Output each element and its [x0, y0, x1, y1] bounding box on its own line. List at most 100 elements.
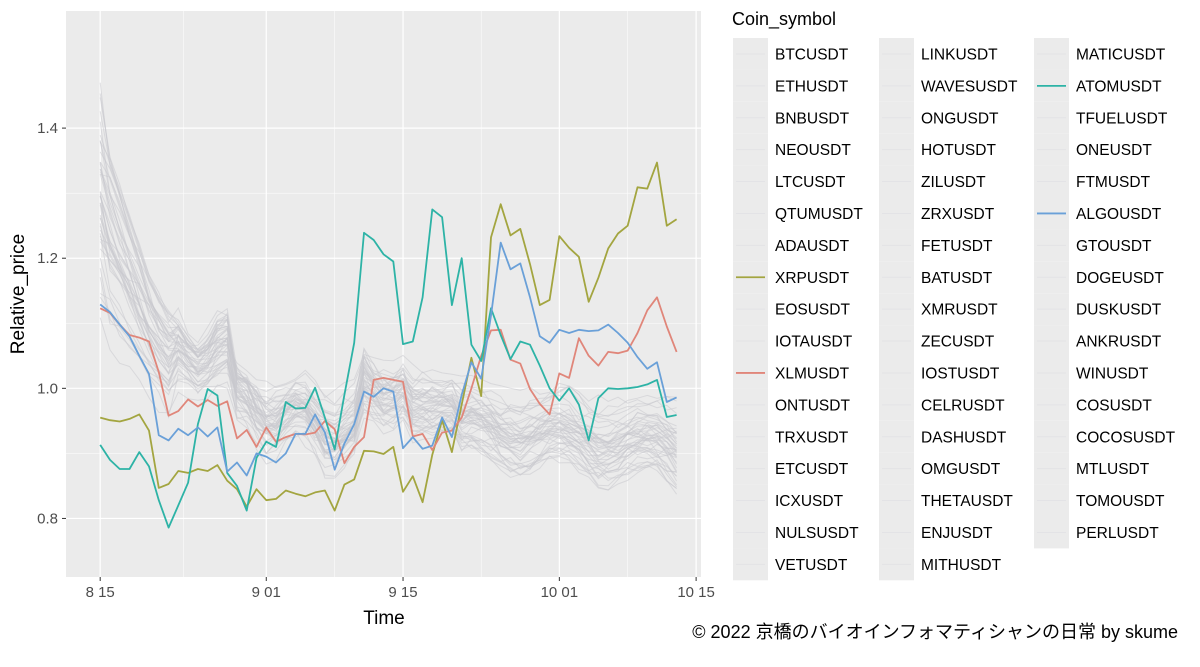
background-series-line: [99, 241, 677, 449]
legend-title: Coin_symbol: [732, 9, 836, 30]
legend-label: XRPUSDT: [775, 270, 850, 287]
legend-item-zilusdt: ZILUSDT: [879, 165, 986, 198]
background-series-line: [99, 233, 677, 461]
legend-item-icxusdt: ICXUSDT: [733, 484, 844, 517]
legend-label: MITHUSDT: [921, 557, 1002, 574]
background-series-line: [99, 171, 677, 491]
legend-item-gtousdt: GTOUSDT: [1034, 229, 1152, 262]
legend-label: DOGEUSDT: [1076, 270, 1164, 287]
legend-label: IOTAUSDT: [775, 334, 853, 351]
background-series-line: [99, 163, 677, 479]
legend-label: COCOSUSDT: [1076, 429, 1176, 446]
legend-label: BNBUSDT: [775, 110, 850, 127]
legend-item-celrusdt: CELRUSDT: [879, 388, 1005, 421]
legend-item-hotusdt: HOTUSDT: [879, 133, 996, 166]
legend-item-enjusdt: ENJUSDT: [879, 516, 993, 549]
x-tick-label: 9 15: [388, 584, 417, 601]
y-axis-title: Relative_price: [8, 234, 29, 354]
y-tick-label: 1.2: [37, 250, 58, 267]
legend-label: COSUSDT: [1076, 397, 1152, 414]
background-series-line: [99, 140, 677, 446]
background-series-line: [99, 196, 678, 486]
legend-label: HOTUSDT: [921, 142, 996, 159]
legend-label: IOSTUSDT: [921, 365, 1000, 382]
legend-item-atomusdt: ATOMUSDT: [1034, 69, 1162, 102]
legend-label: MATICUSDT: [1076, 46, 1166, 63]
legend-item-xlmusdt: XLMUSDT: [733, 357, 850, 389]
legend-item-xmrusdt: XMRUSDT: [879, 293, 998, 326]
legend-item-zrxusdt: ZRXUSDT: [879, 197, 995, 230]
legend-item-ongusdt: ONGUSDT: [879, 101, 999, 134]
background-series-line: [99, 293, 678, 473]
legend-item-dashusdt: DASHUSDT: [879, 420, 1007, 453]
legend-label: LINKUSDT: [921, 46, 998, 63]
legend-label: MTLUSDT: [1076, 461, 1150, 478]
series-line-algousdt: [99, 241, 677, 477]
legend-item-btcusdt: BTCUSDT: [733, 38, 849, 70]
legend-label: TOMOUSDT: [1076, 493, 1165, 510]
legend-item-qtumusdt: QTUMUSDT: [733, 197, 863, 230]
legend-label: ZILUSDT: [921, 174, 986, 191]
legend-item-mithusdt: MITHUSDT: [879, 548, 1002, 581]
y-axis: 0.8 1.0 1.2 1.4: [37, 120, 66, 527]
legend-item-nulsusdt: NULSUSDT: [733, 516, 859, 549]
y-tick-label: 1.4: [37, 120, 58, 137]
legend-item-iotausdt: IOTAUSDT: [733, 325, 853, 357]
legend-label: XLMUSDT: [775, 365, 850, 382]
legend-label: ZRXUSDT: [921, 206, 995, 223]
legend-item-trxusdt: TRXUSDT: [733, 420, 849, 453]
legend-item-oneusdt: ONEUSDT: [1034, 133, 1152, 166]
legend-item-adausdt: ADAUSDT: [733, 229, 850, 262]
legend-item-wavesusdt: WAVESUSDT: [879, 69, 1018, 102]
legend-item-bnbusdt: BNBUSDT: [733, 101, 850, 134]
x-axis: 8 15 9 01 9 15 10 01 10 15: [86, 577, 715, 601]
legend-label: ENJUSDT: [921, 525, 993, 542]
background-series-line: [99, 162, 678, 495]
legend-item-perlusdt: PERLUSDT: [1034, 516, 1159, 549]
legend-label: DUSKUSDT: [1076, 302, 1162, 319]
caption: © 2022 京橋のバイオインフォマティシャンの日常 by skume: [692, 622, 1178, 642]
legend-item-cocosusdt: COCOSUSDT: [1034, 420, 1176, 453]
legend-label: ONTUSDT: [775, 397, 850, 414]
y-tick-label: 0.8: [37, 510, 58, 527]
legend-label: ETCUSDT: [775, 461, 849, 478]
legend-label: ADAUSDT: [775, 238, 850, 255]
legend-label: ZECUSDT: [921, 334, 995, 351]
background-series-line: [99, 235, 677, 405]
legend-label: XMRUSDT: [921, 302, 998, 319]
background-series-line: [100, 173, 677, 436]
legend-label: TFUELUSDT: [1076, 110, 1168, 127]
legend: BTCUSDT ETHUSDT BNBUSDT NEOUSDT LTCUSDT QTUMU…: [733, 38, 1176, 581]
legend-label: FETUSDT: [921, 238, 993, 255]
legend-item-etcusdt: ETCUSDT: [733, 452, 849, 485]
x-tick-label: 9 01: [252, 584, 281, 601]
legend-item-maticusdt: MATICUSDT: [1034, 38, 1166, 70]
legend-label: ETHUSDT: [775, 78, 849, 95]
series-line-xlmusdt: [99, 296, 678, 465]
legend-label: BTCUSDT: [775, 46, 849, 63]
legend-item-vetusdt: VETUSDT: [733, 548, 848, 581]
x-axis-title: Time: [363, 608, 405, 629]
plot-panel: [66, 11, 701, 577]
legend-item-mtlusdt: MTLUSDT: [1034, 452, 1150, 485]
legend-item-algousdt: ALGOUSDT: [1034, 197, 1162, 230]
legend-item-winusdt: WINUSDT: [1034, 357, 1149, 389]
legend-label: FTMUSDT: [1076, 174, 1151, 191]
legend-label: GTOUSDT: [1076, 238, 1152, 255]
legend-item-duskusdt: DUSKUSDT: [1034, 293, 1162, 326]
legend-label: OMGUSDT: [921, 461, 1001, 478]
legend-item-ontusdt: ONTUSDT: [733, 388, 850, 421]
legend-item-eosusdt: EOSUSDT: [733, 293, 850, 326]
legend-label: CELRUSDT: [921, 397, 1005, 414]
legend-item-dogeusdt: DOGEUSDT: [1034, 261, 1164, 294]
legend-label: NEOUSDT: [775, 142, 851, 159]
background-series-line: [99, 204, 677, 416]
legend-label: ALGOUSDT: [1076, 206, 1162, 223]
legend-label: EOSUSDT: [775, 302, 850, 319]
legend-label: WINUSDT: [1076, 365, 1149, 382]
legend-label: ONGUSDT: [921, 110, 999, 127]
legend-label: TRXUSDT: [775, 429, 849, 446]
legend-item-linkusdt: LINKUSDT: [879, 38, 998, 70]
legend-item-ftmusdt: FTMUSDT: [1034, 165, 1151, 198]
